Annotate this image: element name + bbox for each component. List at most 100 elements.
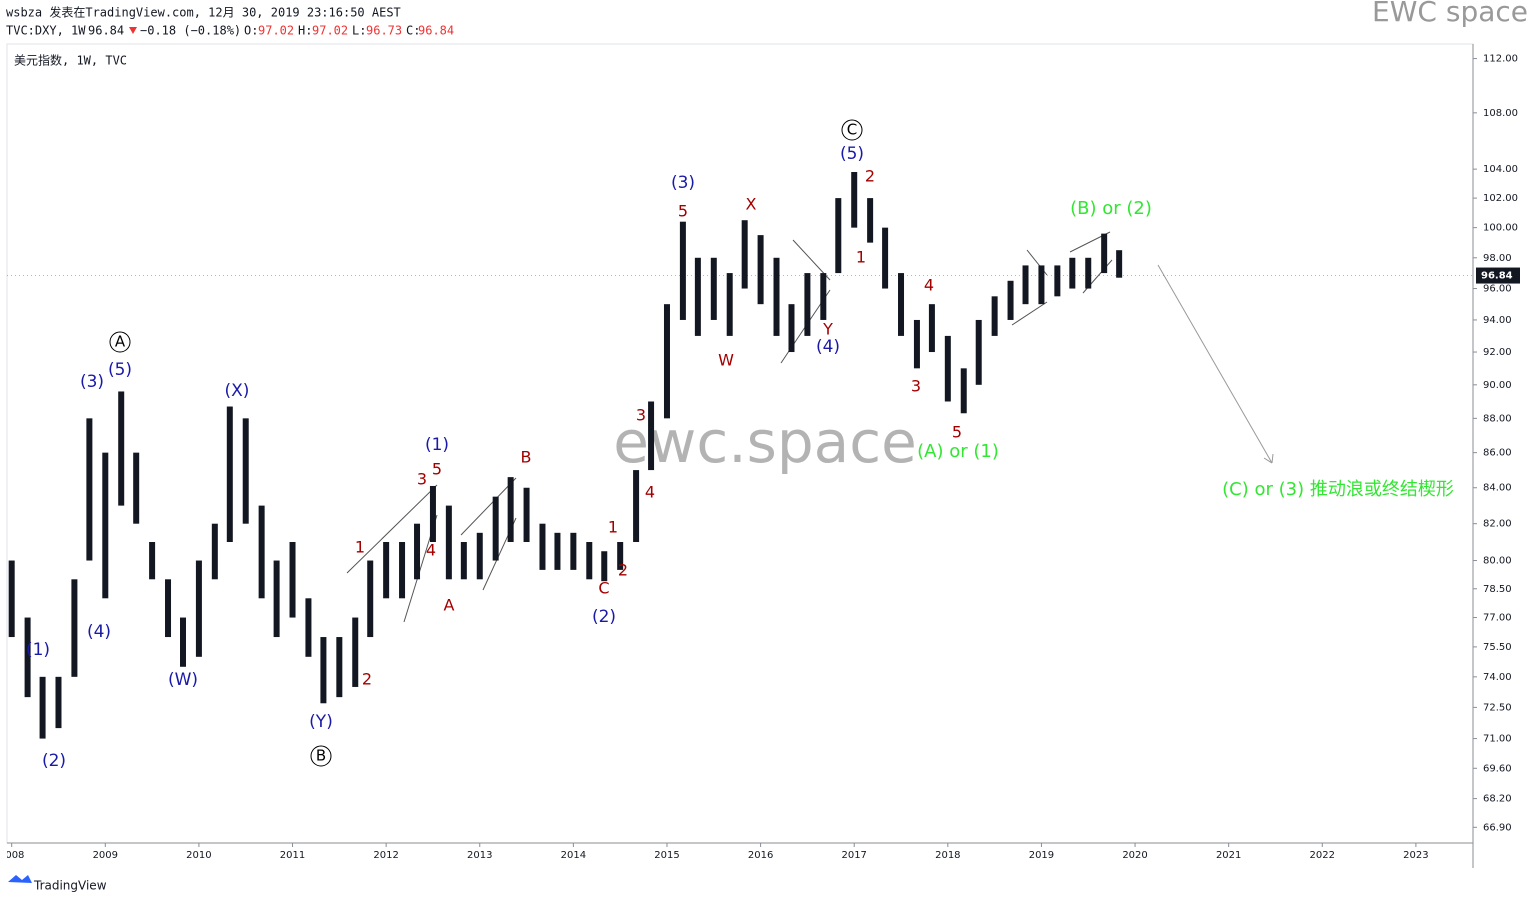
wave-label: (B) or (2): [1070, 198, 1152, 219]
price-bar: [1054, 265, 1061, 297]
price-bar: [383, 541, 390, 599]
price-bar: [289, 541, 296, 618]
open-label: O:: [244, 24, 258, 38]
price-bar: [195, 560, 202, 657]
wave-label: X: [746, 195, 757, 214]
price-bar: [211, 523, 218, 580]
price-bar: [694, 257, 701, 336]
price-bar: [851, 172, 858, 228]
wave-label: 5: [952, 423, 962, 442]
price-bar: [118, 391, 125, 506]
wave-label: (X): [225, 381, 250, 401]
legend: 美元指数, 1W, TVC: [14, 53, 127, 68]
price-bar: [305, 598, 312, 657]
wave-label: (C) or (3) 推动浪或终结楔形: [1222, 479, 1454, 500]
price-bar: [960, 368, 967, 414]
price-bar: [617, 541, 624, 570]
wave-label: 1: [608, 518, 618, 537]
price-bar: [1116, 250, 1123, 278]
y-tick-label: 92.00: [1483, 347, 1512, 358]
y-tick-label: 102.00: [1483, 193, 1518, 204]
last-price-label: 96.84: [1481, 271, 1513, 282]
low-label: L:: [352, 24, 366, 38]
x-tick-label: 2016: [748, 850, 773, 861]
price-bar: [8, 560, 15, 638]
wave-label: 5: [678, 202, 688, 221]
price-bar: [445, 505, 452, 580]
price-bar: [991, 296, 998, 336]
price-bar: [102, 452, 109, 599]
x-tick-label: 2017: [841, 850, 866, 861]
x-tick-label: 2010: [186, 850, 211, 861]
wave-label: 4: [645, 483, 655, 502]
price-bar: [913, 319, 920, 369]
price-bar: [804, 273, 811, 336]
wave-label: B: [521, 448, 532, 467]
wave-label: 5: [432, 460, 442, 479]
price-bar: [867, 198, 874, 243]
price-bar: [367, 560, 374, 638]
x-tick-label: 2020: [1122, 850, 1147, 861]
wave-label: 2: [362, 670, 372, 689]
wave-label: (4): [816, 337, 840, 357]
wave-label: (4): [87, 622, 111, 642]
price-bar: [1101, 233, 1108, 274]
x-tick-label: 2008: [0, 850, 24, 861]
wave-label: C: [847, 121, 857, 139]
price-bar: [24, 617, 31, 698]
wave-label: (2): [592, 607, 616, 627]
y-tick-label: 75.50: [1483, 642, 1512, 653]
x-tick-label: 2023: [1403, 850, 1428, 861]
y-tick-label: 71.00: [1483, 734, 1512, 745]
price-bar: [975, 319, 982, 385]
price-bar: [39, 676, 46, 739]
y-tick-label: 96.00: [1483, 284, 1512, 295]
y-tick-label: 90.00: [1483, 380, 1512, 391]
price-bar: [710, 257, 717, 320]
price-bar: [1007, 280, 1014, 320]
high-label: H:: [298, 24, 312, 38]
price-bar: [773, 257, 780, 336]
price-bar: [726, 273, 733, 336]
x-tick-label: 2019: [1029, 850, 1054, 861]
wave-label: A: [444, 596, 455, 615]
wave-label: 2: [618, 561, 628, 580]
price-bar: [663, 304, 670, 419]
x-tick-label: 2012: [373, 850, 398, 861]
wave-circle: [310, 745, 332, 767]
y-tick-label: 112.00: [1483, 54, 1518, 65]
wave-label: C: [598, 579, 609, 598]
last: 96.84: [88, 24, 124, 38]
low: 96.73: [366, 24, 402, 38]
price-bar: [601, 551, 608, 582]
price-bar: [429, 485, 436, 542]
price-bar: [86, 418, 93, 561]
close-label: C:: [406, 24, 420, 38]
price-bar: [586, 541, 593, 580]
wave-label: (Y): [309, 712, 333, 732]
y-tick-label: 72.50: [1483, 702, 1512, 713]
y-tick-label: 98.00: [1483, 253, 1512, 264]
x-tick-label: 2014: [561, 850, 586, 861]
price-bar: [55, 676, 62, 729]
close: 96.84: [418, 24, 454, 38]
wave-label: 4: [924, 276, 934, 295]
price-bar: [1038, 265, 1045, 305]
brand: EWC space: [1372, 0, 1528, 28]
x-tick-label: 2011: [280, 850, 305, 861]
price-bar: [414, 523, 421, 580]
price-bar: [71, 579, 78, 677]
y-tick-label: 86.00: [1483, 448, 1512, 459]
price-bar: [757, 235, 764, 305]
price-bar: [179, 617, 186, 667]
wave-label: 3: [417, 470, 427, 489]
wave-label: 4: [426, 541, 436, 560]
y-tick-label: 82.00: [1483, 519, 1512, 530]
wave-label: (3): [80, 372, 104, 392]
wave-label: 3: [636, 406, 646, 425]
price-bar: [242, 418, 249, 524]
change: −0.18 (−0.18%): [140, 24, 241, 38]
price-bar: [882, 227, 889, 289]
